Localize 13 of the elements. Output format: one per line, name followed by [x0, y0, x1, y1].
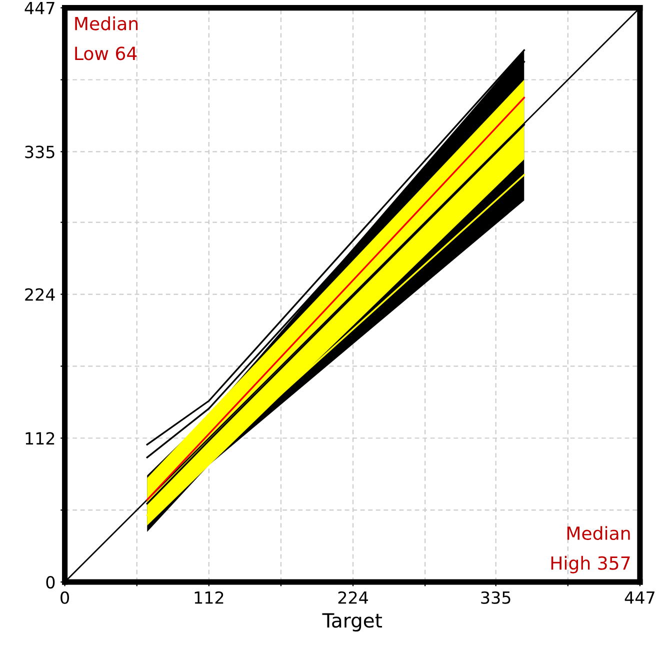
y-tick-label: 112	[26, 432, 54, 444]
x-tick-label: 335	[481, 591, 510, 604]
y-tick-label: 224	[25, 288, 55, 301]
annotation: Median High 357	[551, 526, 630, 574]
annotation: Median Low 64	[75, 16, 138, 60]
y-tick-label: 447	[24, 2, 54, 14]
x-tick-label: 0	[60, 591, 69, 604]
x-axis-title: Target	[322, 613, 382, 632]
x-tick-label: 112	[194, 591, 224, 604]
y-tick-label: 0	[46, 576, 55, 589]
x-tick-label: 224	[338, 591, 368, 604]
x-tick-label: 447	[624, 592, 654, 604]
y-tick-label: 335	[25, 146, 54, 158]
